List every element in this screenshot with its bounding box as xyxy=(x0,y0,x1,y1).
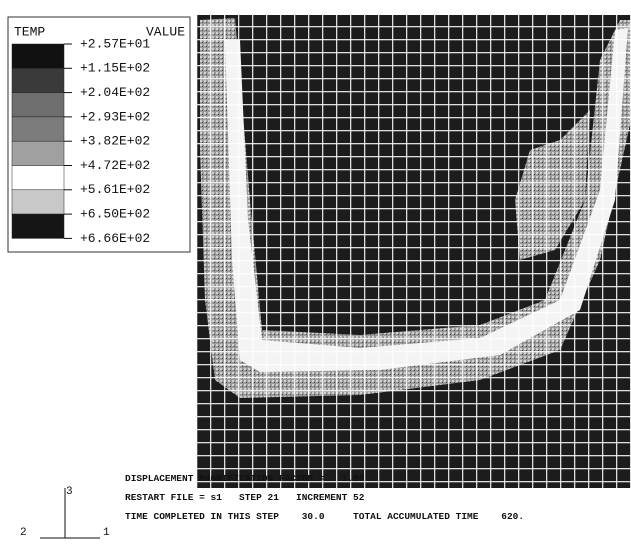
info-line: TIME COMPLETED IN THIS STEP 30.0 TOTAL A… xyxy=(125,511,524,522)
legend-label: +6.66E+02 xyxy=(80,231,150,246)
triad-label: 1 xyxy=(103,527,110,539)
legend-label: +5.61E+02 xyxy=(80,182,150,197)
legend-swatch xyxy=(11,68,65,93)
legend-swatch xyxy=(11,213,65,239)
info-block: DISPLACEMENT MAGNIFICATION FACTOR = 1.00… xyxy=(125,473,524,522)
legend-swatch xyxy=(11,92,65,118)
info-line: DISPLACEMENT MAGNIFICATION FACTOR = 1.00 xyxy=(125,473,365,484)
legend-swatches: +2.57E+01 +1.15E+02 +2.04E+02 +2.93E+02 +3.8… xyxy=(11,36,150,246)
legend-swatch xyxy=(11,165,65,191)
triad-label: 2 xyxy=(20,527,27,539)
legend-label: +4.72E+02 xyxy=(80,158,150,173)
legend-label: +6.50E+02 xyxy=(80,207,150,222)
legend-label: +1.15E+02 xyxy=(80,61,150,76)
legend-title: TEMP xyxy=(14,24,45,39)
legend: TEMP VALUE +2.57E+01+1.15E+02+2.04E+02+2… xyxy=(7,16,191,253)
triad-label: 3 xyxy=(66,486,73,498)
legend-label: +2.93E+02 xyxy=(80,109,150,124)
contour-plot xyxy=(197,15,631,488)
mesh-grid xyxy=(197,15,631,488)
triad: 3 2 1 xyxy=(20,486,110,539)
info-line: RESTART FILE = s1 STEP 21 INCREMENT 52 xyxy=(125,492,365,503)
legend-label: +2.04E+02 xyxy=(80,85,150,100)
legend-label: +2.57E+01 xyxy=(80,36,150,51)
legend-value-header: VALUE xyxy=(146,24,185,39)
legend-swatch xyxy=(11,189,65,215)
legend-swatch xyxy=(11,43,65,69)
legend-swatch xyxy=(11,116,65,142)
legend-label: +3.82E+02 xyxy=(80,134,150,149)
legend-swatch xyxy=(11,140,65,166)
